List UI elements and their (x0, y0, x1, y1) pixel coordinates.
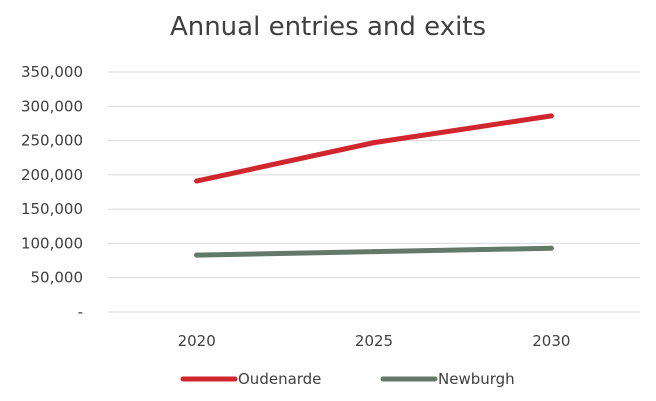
y-tick-label: - (78, 303, 83, 321)
series-lines (194, 113, 554, 258)
data-point-newburgh (194, 252, 200, 258)
x-tick-label: 2020 (178, 332, 216, 350)
legend-item-oudenarde: Oudenarde (180, 370, 321, 388)
data-point-oudenarde (194, 178, 200, 184)
x-axis-ticks: 2020 2025 2030 (178, 332, 571, 350)
data-point-newburgh (371, 249, 377, 255)
y-tick-label: 150,000 (21, 200, 83, 218)
y-tick-label: 200,000 (21, 166, 83, 184)
data-point-oudenarde (371, 140, 377, 146)
legend: Oudenarde Newburgh (180, 370, 515, 388)
x-tick-label: 2025 (355, 332, 393, 350)
y-tick-label: 350,000 (21, 63, 83, 81)
x-tick-label: 2030 (532, 332, 570, 350)
legend-label: Oudenarde (238, 370, 321, 388)
legend-label: Newburgh (438, 370, 515, 388)
data-point-oudenarde (548, 113, 554, 119)
y-tick-label: 50,000 (31, 269, 84, 287)
y-axis-ticks: - 50,000 100,000 150,000 200,000 250,000 300,0… (21, 63, 83, 321)
chart-title: Annual entries and exits (170, 12, 486, 42)
data-point-newburgh (548, 245, 554, 251)
y-tick-label: 250,000 (21, 132, 83, 150)
legend-item-newburgh: Newburgh (380, 370, 515, 388)
y-tick-label: 100,000 (21, 234, 83, 252)
y-tick-label: 300,000 (21, 97, 83, 115)
